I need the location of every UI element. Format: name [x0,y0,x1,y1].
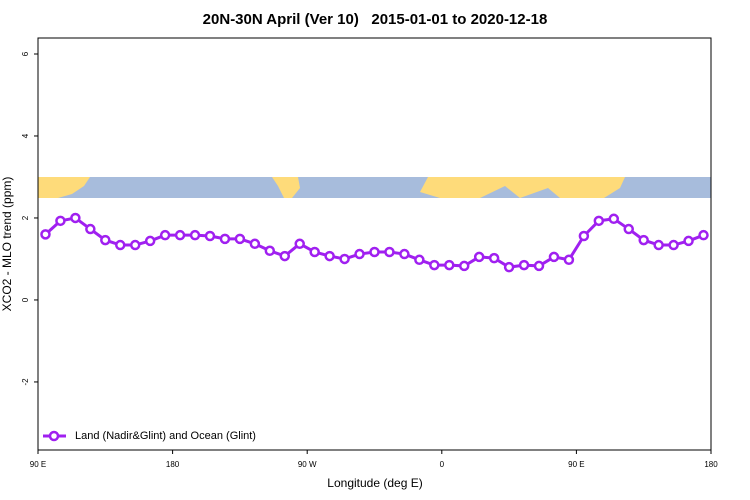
data-point [414,254,425,266]
data-point [429,259,440,271]
data-point [279,250,291,262]
data-point [518,259,530,271]
data-point [593,215,605,227]
plot-frame [37,37,712,451]
x-axis-label: Longitude (deg E) [327,476,422,490]
data-point [309,246,320,258]
data-point [129,239,141,251]
data-point [174,229,186,241]
data-point [264,245,276,257]
data-point [55,215,66,227]
y-axis-label: XCO2 - MLO trend (ppm) [0,177,14,312]
data-point [638,234,649,246]
chart-title: 20N-30N April (Ver 10) 2015-01-01 to 202… [203,11,548,28]
y-tick-label: 0 [21,297,30,302]
data-point [533,260,545,272]
data-point [294,238,305,250]
y-tick-label: 6 [21,51,30,56]
x-tick-label: 0 [440,460,445,469]
land [38,177,90,198]
y-tick-label: 2 [21,215,30,220]
series-line [44,216,705,269]
data-point [683,235,694,247]
x-tick-label: 180 [166,460,180,469]
y-tick-label: 4 [21,133,30,138]
legend-marker [48,430,60,442]
data-point [563,254,575,266]
data-point [473,251,485,263]
y-tick-label: -2 [21,378,30,386]
data-point [85,223,96,235]
data-point [369,246,380,258]
land [272,177,300,198]
data-point [354,248,365,260]
data-point [189,229,201,241]
data-point [70,212,81,224]
data-point [159,229,171,241]
data-point [249,238,261,250]
data-point [339,253,350,265]
x-tick-label: 180 [704,460,718,469]
x-tick-label: 90 E [30,460,46,469]
data-point [219,233,231,245]
data-point [144,235,156,247]
data-point [458,260,470,272]
map-strip [38,177,711,198]
x-tick-label: 90 E [568,460,584,469]
data-point [698,229,709,241]
data-point [653,239,664,251]
data-point [324,250,335,262]
data-point [548,251,560,263]
data-point [623,223,634,235]
data-point [204,230,216,242]
data-point [488,252,500,264]
land [420,177,625,198]
data-point [100,234,111,246]
data-point [399,248,410,260]
data-point [234,233,246,245]
data-point [384,246,395,258]
data-point [40,229,51,240]
data-point [608,213,620,225]
data-point [578,230,590,242]
legend-label: Land (Nadir&Glint) and Ocean (Glint) [75,430,256,442]
data-point [668,239,679,251]
data-point [503,261,515,273]
x-tick-label: 90 W [298,460,317,469]
data-point [444,259,455,271]
data-point [115,239,126,251]
